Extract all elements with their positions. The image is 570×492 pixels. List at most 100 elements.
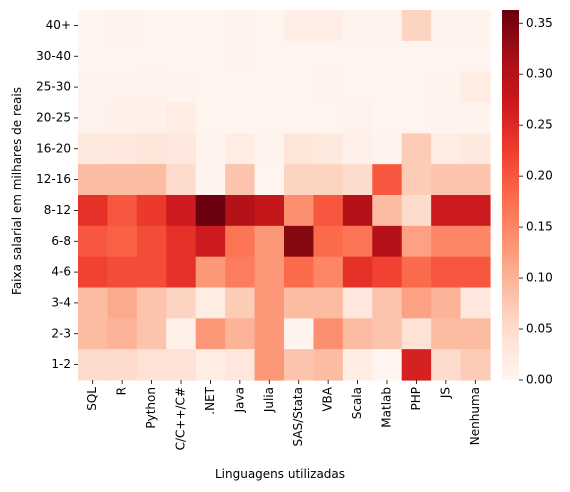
heatmap-cell: [460, 10, 491, 42]
heatmap-cell: [284, 349, 315, 381]
heatmap-cell: [225, 102, 256, 134]
heatmap-cell: [254, 10, 285, 42]
heatmap-cell: [136, 71, 167, 104]
heatmap-cell: [284, 133, 315, 165]
heatmap-cell: [166, 102, 197, 134]
x-tick-label: Python: [144, 387, 158, 429]
x-tick-label: Julia: [262, 387, 276, 413]
heatmap-cell: [78, 287, 109, 319]
heatmap-cell: [225, 318, 256, 350]
heatmap-cell: [431, 71, 462, 104]
heatmap-cell: [401, 71, 432, 104]
heatmap-cell: [136, 287, 167, 319]
heatmap-cell: [401, 225, 432, 258]
heatmap-cell: [195, 318, 226, 350]
y-tick-label: 2-3: [51, 326, 71, 340]
heatmap-cell: [401, 318, 432, 350]
heatmap-cell: [225, 71, 256, 104]
y-tick-label: 12-16: [36, 172, 71, 186]
heatmap-cell: [313, 349, 344, 381]
heatmap-cell: [313, 10, 344, 42]
heatmap-cell: [166, 10, 197, 42]
heatmap-cell: [254, 225, 285, 258]
colorbar-ticks: 0.00 0.05 0.10 0.15 0.20 0.25 0.30 0.35: [519, 16, 553, 387]
x-tick-label: VBA: [321, 386, 335, 411]
y-tick-label: 25-30: [36, 80, 71, 94]
heatmap-cell: [136, 10, 167, 42]
colorbar-tick-label: 0.15: [526, 220, 553, 234]
x-tick-label: R: [115, 387, 129, 395]
heatmap-cell: [342, 195, 373, 227]
heatmap-cell: [284, 195, 315, 227]
heatmap-cell: [401, 256, 432, 289]
heatmap-cell: [372, 102, 403, 134]
heatmap-cell: [107, 287, 138, 319]
heatmap-cell: [342, 133, 373, 165]
heatmap-cell: [78, 102, 109, 134]
heatmap-cell: [313, 195, 344, 227]
heatmap-cell: [431, 349, 462, 381]
heatmap-cell: [78, 133, 109, 165]
heatmap-cell: [313, 40, 344, 73]
x-axis-label: Linguagens utilizadas: [215, 467, 345, 481]
heatmap-cell: [225, 287, 256, 319]
x-axis-ticks: SQL R Python C/C++/C# .NET Java Julia SAS/Stata…: [85, 380, 482, 450]
heatmap-cell: [107, 256, 138, 289]
y-tick-label: 20-25: [36, 110, 71, 124]
heatmap-cell: [136, 40, 167, 73]
heatmap-cell: [195, 133, 226, 165]
heatmap-cell: [372, 195, 403, 227]
heatmap-cell: [107, 164, 138, 196]
heatmap-cell: [225, 164, 256, 196]
heatmap-cell: [166, 133, 197, 165]
heatmap-cell: [431, 40, 462, 73]
x-tick-label: Matlab: [380, 387, 394, 428]
heatmap-cell: [254, 349, 285, 381]
heatmap-cell: [342, 225, 373, 258]
heatmap-cell: [313, 71, 344, 104]
heatmap-cell: [107, 10, 138, 42]
heatmap-cell: [460, 40, 491, 73]
heatmap-cell: [107, 133, 138, 165]
heatmap-cell: [313, 287, 344, 319]
heatmap-cell: [225, 225, 256, 258]
heatmap-cell: [284, 40, 315, 73]
y-tick-label: 3-4: [51, 295, 71, 309]
heatmap-cell: [107, 71, 138, 104]
heatmap-cell: [342, 164, 373, 196]
heatmap-cell: [431, 133, 462, 165]
x-tick-label: SQL: [85, 387, 99, 411]
heatmap-cell: [401, 102, 432, 134]
heatmap-cell: [372, 256, 403, 289]
heatmap-cell: [107, 318, 138, 350]
heatmap-cell: [254, 164, 285, 196]
colorbar-tick-label: 0.25: [526, 118, 553, 132]
heatmap-cell: [313, 318, 344, 350]
heatmap-cell: [254, 71, 285, 104]
heatmap-cell: [431, 102, 462, 134]
heatmap-cell: [78, 256, 109, 289]
y-tick-label: 1-2: [51, 357, 71, 371]
heatmap-cell: [225, 256, 256, 289]
heatmap-cell: [401, 164, 432, 196]
heatmap-cell: [166, 287, 197, 319]
heatmap-cell: [254, 287, 285, 319]
heatmap-cell: [431, 10, 462, 42]
heatmap-cell: [78, 318, 109, 350]
x-tick-label: Nenhuma: [468, 387, 482, 445]
heatmap-cell: [313, 102, 344, 134]
heatmap-cell: [342, 287, 373, 319]
heatmap-cell: [254, 40, 285, 73]
heatmap-cell: [342, 71, 373, 104]
heatmap-cell: [78, 225, 109, 258]
heatmap-cell: [372, 10, 403, 42]
heatmap-cell: [460, 164, 491, 196]
heatmap-cell: [195, 40, 226, 73]
heatmap-cell: [225, 195, 256, 227]
x-tick-label: Scala: [350, 387, 364, 419]
heatmap-cell: [313, 225, 344, 258]
heatmap-cell: [136, 349, 167, 381]
heatmap-cell: [195, 287, 226, 319]
heatmap-cell: [136, 133, 167, 165]
heatmap-cell: [284, 256, 315, 289]
